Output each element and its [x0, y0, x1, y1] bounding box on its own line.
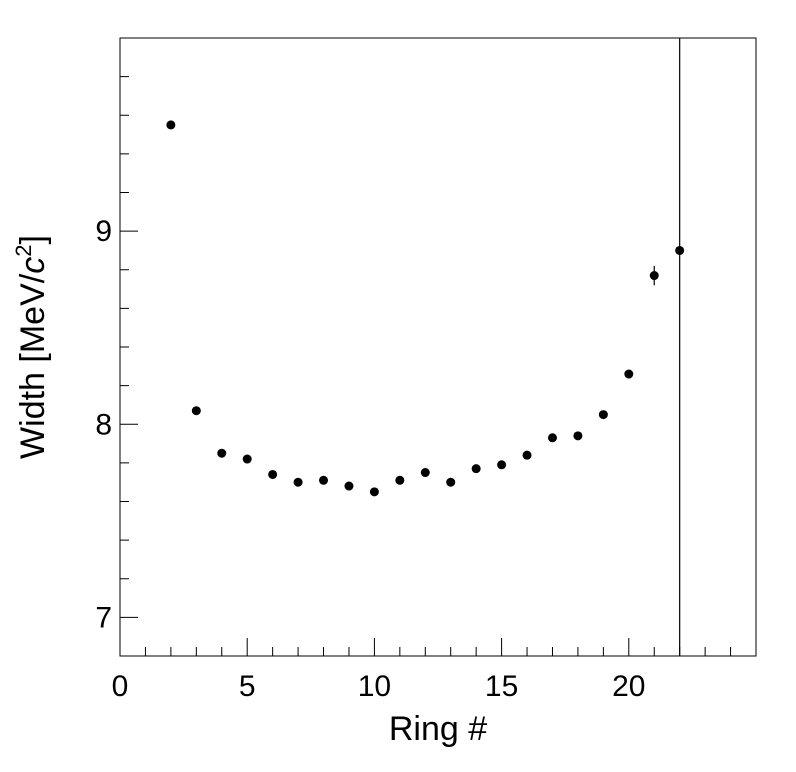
axis-ticks [119, 37, 757, 657]
data-point [395, 475, 405, 485]
data-point [522, 450, 532, 460]
x-tick-label: 10 [358, 670, 391, 703]
data-point [319, 475, 329, 485]
data-point [471, 464, 481, 474]
x-tick-label: 5 [239, 670, 256, 703]
data-point [217, 448, 227, 458]
x-tick-label: 20 [612, 670, 645, 703]
data-point [675, 245, 685, 255]
data-point [166, 120, 176, 130]
data-point [573, 431, 583, 441]
y-tick-label: 8 [95, 408, 112, 441]
y-tick-label: 9 [95, 215, 112, 248]
tick-labels: 0 5 10 15 20 7 8 9 [95, 215, 645, 703]
x-axis-label: Ring # [389, 710, 487, 748]
data-point [420, 468, 430, 478]
y-tick-label: 7 [95, 601, 112, 634]
data-point [624, 369, 634, 379]
data-point [191, 406, 201, 416]
data-points [166, 38, 685, 656]
data-point [344, 481, 354, 491]
data-point [598, 410, 608, 420]
data-point [369, 487, 379, 497]
x-tick-label: 15 [485, 670, 518, 703]
data-point [293, 477, 303, 487]
x-tick-label: 0 [112, 670, 129, 703]
y-axis-label: Width [MeV/c2] [11, 235, 52, 459]
plot-frame [119, 37, 757, 657]
data-point [497, 460, 507, 470]
data-point [547, 433, 557, 443]
data-point [268, 469, 278, 479]
data-point [242, 454, 252, 464]
data-point [649, 271, 659, 281]
data-point [446, 477, 456, 487]
